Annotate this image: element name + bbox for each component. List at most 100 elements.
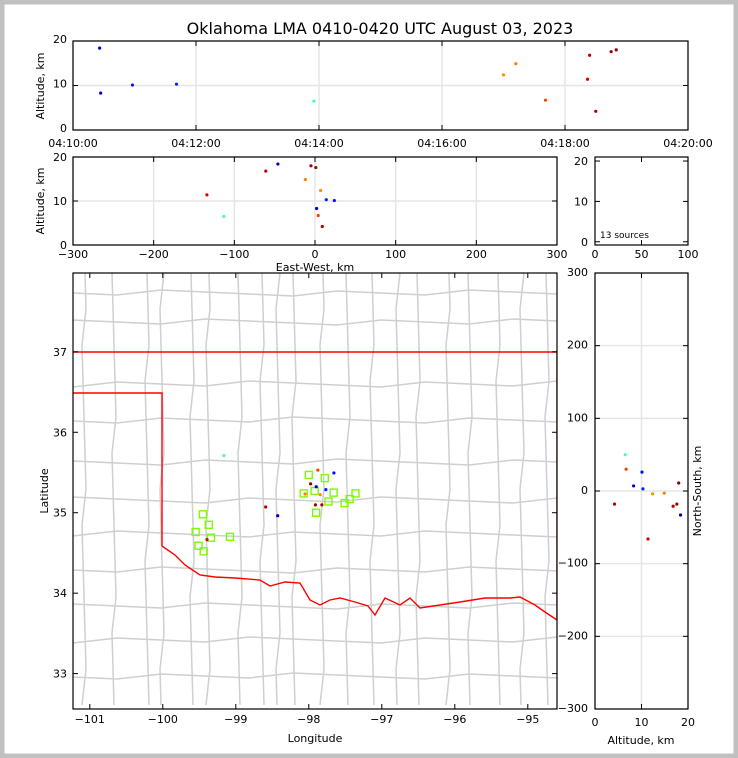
plan-view-ytick-label: 33 [53, 668, 67, 681]
altitude-histogram-xtick-label: 0 [592, 248, 599, 261]
ns-altitude-ytick-label: 200 [567, 339, 588, 352]
ns-altitude-point [640, 470, 644, 474]
station-marker [310, 486, 319, 496]
time-altitude-point [543, 98, 548, 102]
county-border [73, 380, 557, 388]
plan-view-point [324, 488, 328, 492]
county-border [73, 672, 557, 680]
ns-altitude-point [677, 481, 681, 485]
ew-altitude-xtick-label: −300 [58, 248, 88, 261]
county-border [73, 566, 557, 574]
altitude-histogram-xtick-label: 100 [678, 248, 699, 261]
ns-altitude-point [671, 504, 675, 508]
plan-view-point [313, 503, 318, 507]
station-marker [329, 488, 338, 497]
county-border [369, 273, 375, 706]
plan-view-xtick-label: −99 [224, 713, 247, 726]
ew-altitude-point [276, 162, 280, 166]
time-altitude-point [501, 73, 506, 77]
ew-altitude-xtick-label: 100 [385, 248, 406, 261]
ew-altitude-point [314, 165, 318, 170]
ns-altitude-ytick-label: 300 [567, 266, 588, 279]
time-altitude-ylabel: Altitude, km [34, 52, 47, 119]
time-altitude-point [174, 82, 179, 86]
ew-altitude-ytick-label: 0 [60, 239, 67, 252]
station-marker [320, 473, 330, 483]
plan-view-border [72, 272, 558, 710]
ew-altitude-point [315, 206, 319, 211]
county-border [275, 273, 281, 706]
plan-view-xtick-label: −96 [443, 713, 466, 726]
ew-altitude-point [264, 169, 268, 173]
plan-view-ytick-label: 37 [53, 346, 67, 359]
time-altitude-ytick-label: 0 [60, 122, 67, 135]
county-border [73, 416, 557, 424]
plan-view-point [303, 492, 307, 496]
time-altitude-xtick-label: 04:10:00 [48, 137, 97, 150]
altitude-histogram-frame [594, 156, 689, 246]
plan-view-point [332, 471, 336, 475]
plan-view-point [309, 482, 313, 486]
plan-view-ylabel: Latitude [38, 468, 51, 514]
county-border [445, 273, 451, 706]
plan-view-point [314, 485, 318, 489]
plan-view-xtick-label: −95 [516, 713, 539, 726]
ns-altitude-point [624, 467, 628, 471]
county-border [467, 273, 473, 706]
time-altitude-frame [72, 40, 689, 131]
ew-altitude-xtick-label: −100 [219, 248, 249, 261]
time-altitude-xtick-label: 04:20:00 [663, 137, 712, 150]
plan-view-point [320, 503, 324, 507]
time-altitude-point [585, 77, 590, 81]
plan-view-xtick-label: −97 [370, 713, 393, 726]
county-border [73, 318, 557, 326]
plan-view-ytick-label: 35 [53, 507, 67, 520]
time-altitude-xtick-label: 04:12:00 [171, 137, 220, 150]
time-altitude-point [99, 91, 103, 95]
ns-altitude-xtick-label: 10 [635, 716, 649, 729]
ns-altitude-point [646, 537, 650, 541]
station-marker [340, 498, 349, 508]
ew-altitude-frame [72, 156, 558, 246]
ns-altitude-point [623, 453, 627, 457]
station-marker [304, 470, 313, 480]
red-river-border [161, 545, 557, 621]
ns-altitude-point [678, 513, 683, 517]
plan-view-ytick-label: 34 [53, 587, 67, 600]
county-border [319, 273, 325, 706]
county-border [73, 289, 557, 297]
time-altitude-point [514, 62, 518, 66]
ew-altitude-point [324, 198, 328, 202]
ns-altitude-ylabel: North-South, km [691, 446, 704, 537]
time-altitude-xtick-label: 04:16:00 [417, 137, 466, 150]
altitude-histogram-ytick-label: 10 [574, 195, 588, 208]
ns-altitude-point [641, 487, 645, 491]
time-altitude-xtick-label: 04:14:00 [294, 137, 343, 150]
plan-view-point [264, 505, 268, 509]
county-border [395, 273, 401, 706]
plan-view-ytick-label: 36 [53, 426, 67, 439]
station-marker [199, 547, 208, 556]
station-marker [204, 520, 213, 529]
ns-altitude-point [631, 484, 636, 488]
source-count-label: 13 sources [600, 231, 649, 241]
county-border [73, 602, 557, 610]
ew-altitude-ylabel: Altitude, km [34, 167, 47, 234]
ns-altitude-point [651, 492, 655, 496]
plan-view-point [205, 538, 209, 542]
ns-altitude-point [675, 502, 679, 506]
time-altitude-point [594, 109, 598, 113]
time-altitude-point [609, 50, 613, 54]
ns-altitude-frame [594, 272, 689, 710]
station-marker [299, 489, 308, 498]
county-border [144, 273, 150, 706]
plan-view-xlabel: Longitude [288, 732, 343, 745]
station-marker [198, 510, 208, 519]
plan-view-frame [72, 272, 558, 710]
time-altitude-point [614, 48, 618, 52]
ew-altitude-point [205, 193, 209, 197]
plan-view-point [222, 453, 226, 458]
ew-altitude-point [303, 177, 307, 182]
altitude-histogram-xtick-label: 50 [635, 248, 649, 261]
